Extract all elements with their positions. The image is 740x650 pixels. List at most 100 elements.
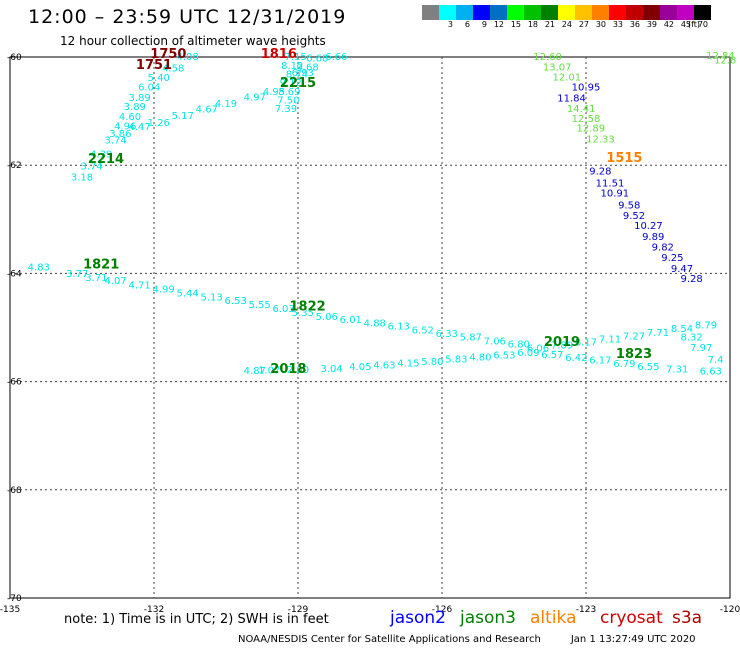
swh-value-jason2: 4.88 [364, 318, 386, 329]
color-scale-tick: 36 [629, 20, 640, 29]
swh-value-jason2: 6.33 [436, 329, 458, 340]
swh-value-jason2: 5.35 [292, 308, 314, 319]
swh-value-jason2: 6.80 [508, 340, 530, 351]
swh-value-jason3: 7.31 [666, 364, 688, 375]
color-swatch [660, 5, 677, 20]
lon-tick-label: -126 [432, 605, 453, 615]
swh-value-s3a: 4.47 [128, 122, 150, 133]
swh-value-s3a: 6.04 [138, 83, 160, 94]
color-scale-bar [422, 5, 711, 20]
swh-value-jason3: 7.4 [708, 355, 724, 366]
color-swatch [643, 5, 660, 20]
swh-value-jason2: 4.83 [28, 263, 50, 274]
swh-value-jason2: 9.82 [652, 243, 674, 254]
swh-value-jason2: 9.47 [671, 264, 693, 275]
swh-value-jason2: 5.06 [316, 312, 338, 323]
swh-value-s3a: 4.58 [162, 64, 184, 75]
map-frame [9, 56, 731, 599]
lat-tick-label: -66 [7, 378, 22, 388]
swh-value-s3a: 3.86 [109, 129, 131, 140]
color-scale-labels: 3 6 9 12 15 18 21 24 27 30 33 36 39 42 45 70 [422, 20, 711, 29]
swh-value-jason2: 3.71 [85, 273, 107, 284]
swh-value-jason2: 8.17 [575, 337, 597, 348]
swh-value-s3a: 4.39 [90, 150, 112, 161]
swh-value-jason3: 6.17 [589, 356, 611, 367]
color-swatch [524, 5, 541, 20]
color-scale-tick: 6 [464, 20, 470, 29]
pass-time-label: 1821 [83, 258, 119, 273]
color-scale-tick: 70 [697, 20, 708, 29]
swh-value-jason2: 5.55 [248, 300, 270, 311]
lat-tick-label: -62 [7, 161, 22, 171]
color-swatch [694, 5, 711, 20]
swh-value-jason2: 7.06 [484, 336, 506, 347]
color-scale-tick: 15 [510, 20, 521, 29]
color-swatch [558, 5, 575, 20]
swh-value-s3a: 3.74 [80, 162, 102, 173]
color-swatch [490, 5, 507, 20]
swh-value-jason2: 7.11 [599, 335, 621, 346]
swh-value-jason2: 6.13 [388, 322, 410, 333]
swh-value-jason2: 9.52 [623, 211, 645, 222]
swh-value-cryosat: 9.68 [296, 63, 318, 74]
lon-tick-label: -135 [0, 605, 20, 615]
swh-value-jason3: 12.8 [714, 55, 736, 66]
swh-value-s3a: 5.17 [172, 111, 194, 122]
swh-value-jason2: 4.07 [104, 276, 126, 287]
lat-tick-label: -60 [7, 53, 22, 63]
pass-time-label: 1823 [616, 347, 652, 362]
swh-value-cryosat: 7.15 [284, 52, 306, 63]
swh-value-jason3: 8.32 [680, 332, 702, 343]
lon-tick-label: -120 [720, 605, 740, 615]
swh-value-jason2: 10.91 [600, 189, 629, 200]
color-scale-tick: 18 [527, 20, 538, 29]
swh-value-jason3: 4.05 [349, 362, 371, 373]
swh-value-jason3: 13.07 [543, 63, 572, 74]
color-scale-tick: 33 [612, 20, 623, 29]
pass-time-label: 1750 [150, 47, 186, 62]
swh-value-cryosat: 9.12 [280, 78, 302, 89]
legend-s3a: s3a [672, 608, 703, 628]
swh-value-jason2: 11.84 [557, 93, 586, 104]
swh-value-jason2: 7.27 [623, 331, 645, 342]
lat-tick-label: -70 [7, 594, 22, 604]
swh-value-jason3: 12.01 [552, 72, 581, 83]
swh-value-s3a: 3.18 [71, 172, 93, 183]
swh-value-jason3: 6.55 [637, 362, 659, 373]
swh-value-jason2: 7.71 [647, 328, 669, 339]
swh-value-cryosat: 6.68 [306, 53, 328, 64]
pass-time-label: 1751 [136, 58, 172, 73]
color-scale-tick: 27 [578, 20, 589, 29]
lat-tick-label: -68 [7, 486, 22, 496]
swh-value-s3a: 3.89 [124, 102, 146, 113]
pass-time-label: 2215 [280, 76, 316, 91]
color-scale-tick: 42 [663, 20, 674, 29]
swh-value-jason3: 6.57 [541, 350, 563, 361]
swh-value-s3a: 3.89 [128, 93, 150, 104]
swh-value-jason2: 6.52 [412, 325, 434, 336]
color-swatch [422, 5, 439, 20]
swh-value-s3a: 4.60 [119, 112, 141, 123]
color-scale-legend: 3 6 9 12 15 18 21 24 27 30 33 36 39 42 45 70 (ft) [422, 5, 711, 29]
color-scale-tick: 39 [646, 20, 657, 29]
swh-value-jason3: 12.84 [706, 51, 735, 62]
swh-value-jason2: 10.27 [634, 221, 663, 232]
swh-value-jason2: 6.01 [340, 315, 362, 326]
swh-value-cryosat: 7.39 [275, 104, 297, 115]
color-scale-tick: 3 [447, 20, 453, 29]
swh-value-jason3: 1.07 [258, 365, 280, 376]
swh-value-cryosat: 8.69 [278, 87, 300, 98]
color-swatch [473, 5, 490, 20]
swh-value-jason3: 5.83 [445, 355, 467, 366]
swh-value-s3a: 4.19 [215, 99, 237, 110]
swh-value-jason2: 9.28 [680, 274, 702, 285]
pass-time-label: 2019 [544, 335, 580, 350]
color-swatch [541, 5, 558, 20]
color-scale-tick: 12 [493, 20, 504, 29]
swh-value-jason2: 9.25 [661, 253, 683, 264]
pass-time-label: 2214 [88, 152, 124, 167]
color-swatch [677, 5, 694, 20]
credit-text: NOAA/NESDIS Center for Satellite Applica… [238, 634, 541, 645]
swh-value-jason3: 4.80 [469, 353, 491, 364]
